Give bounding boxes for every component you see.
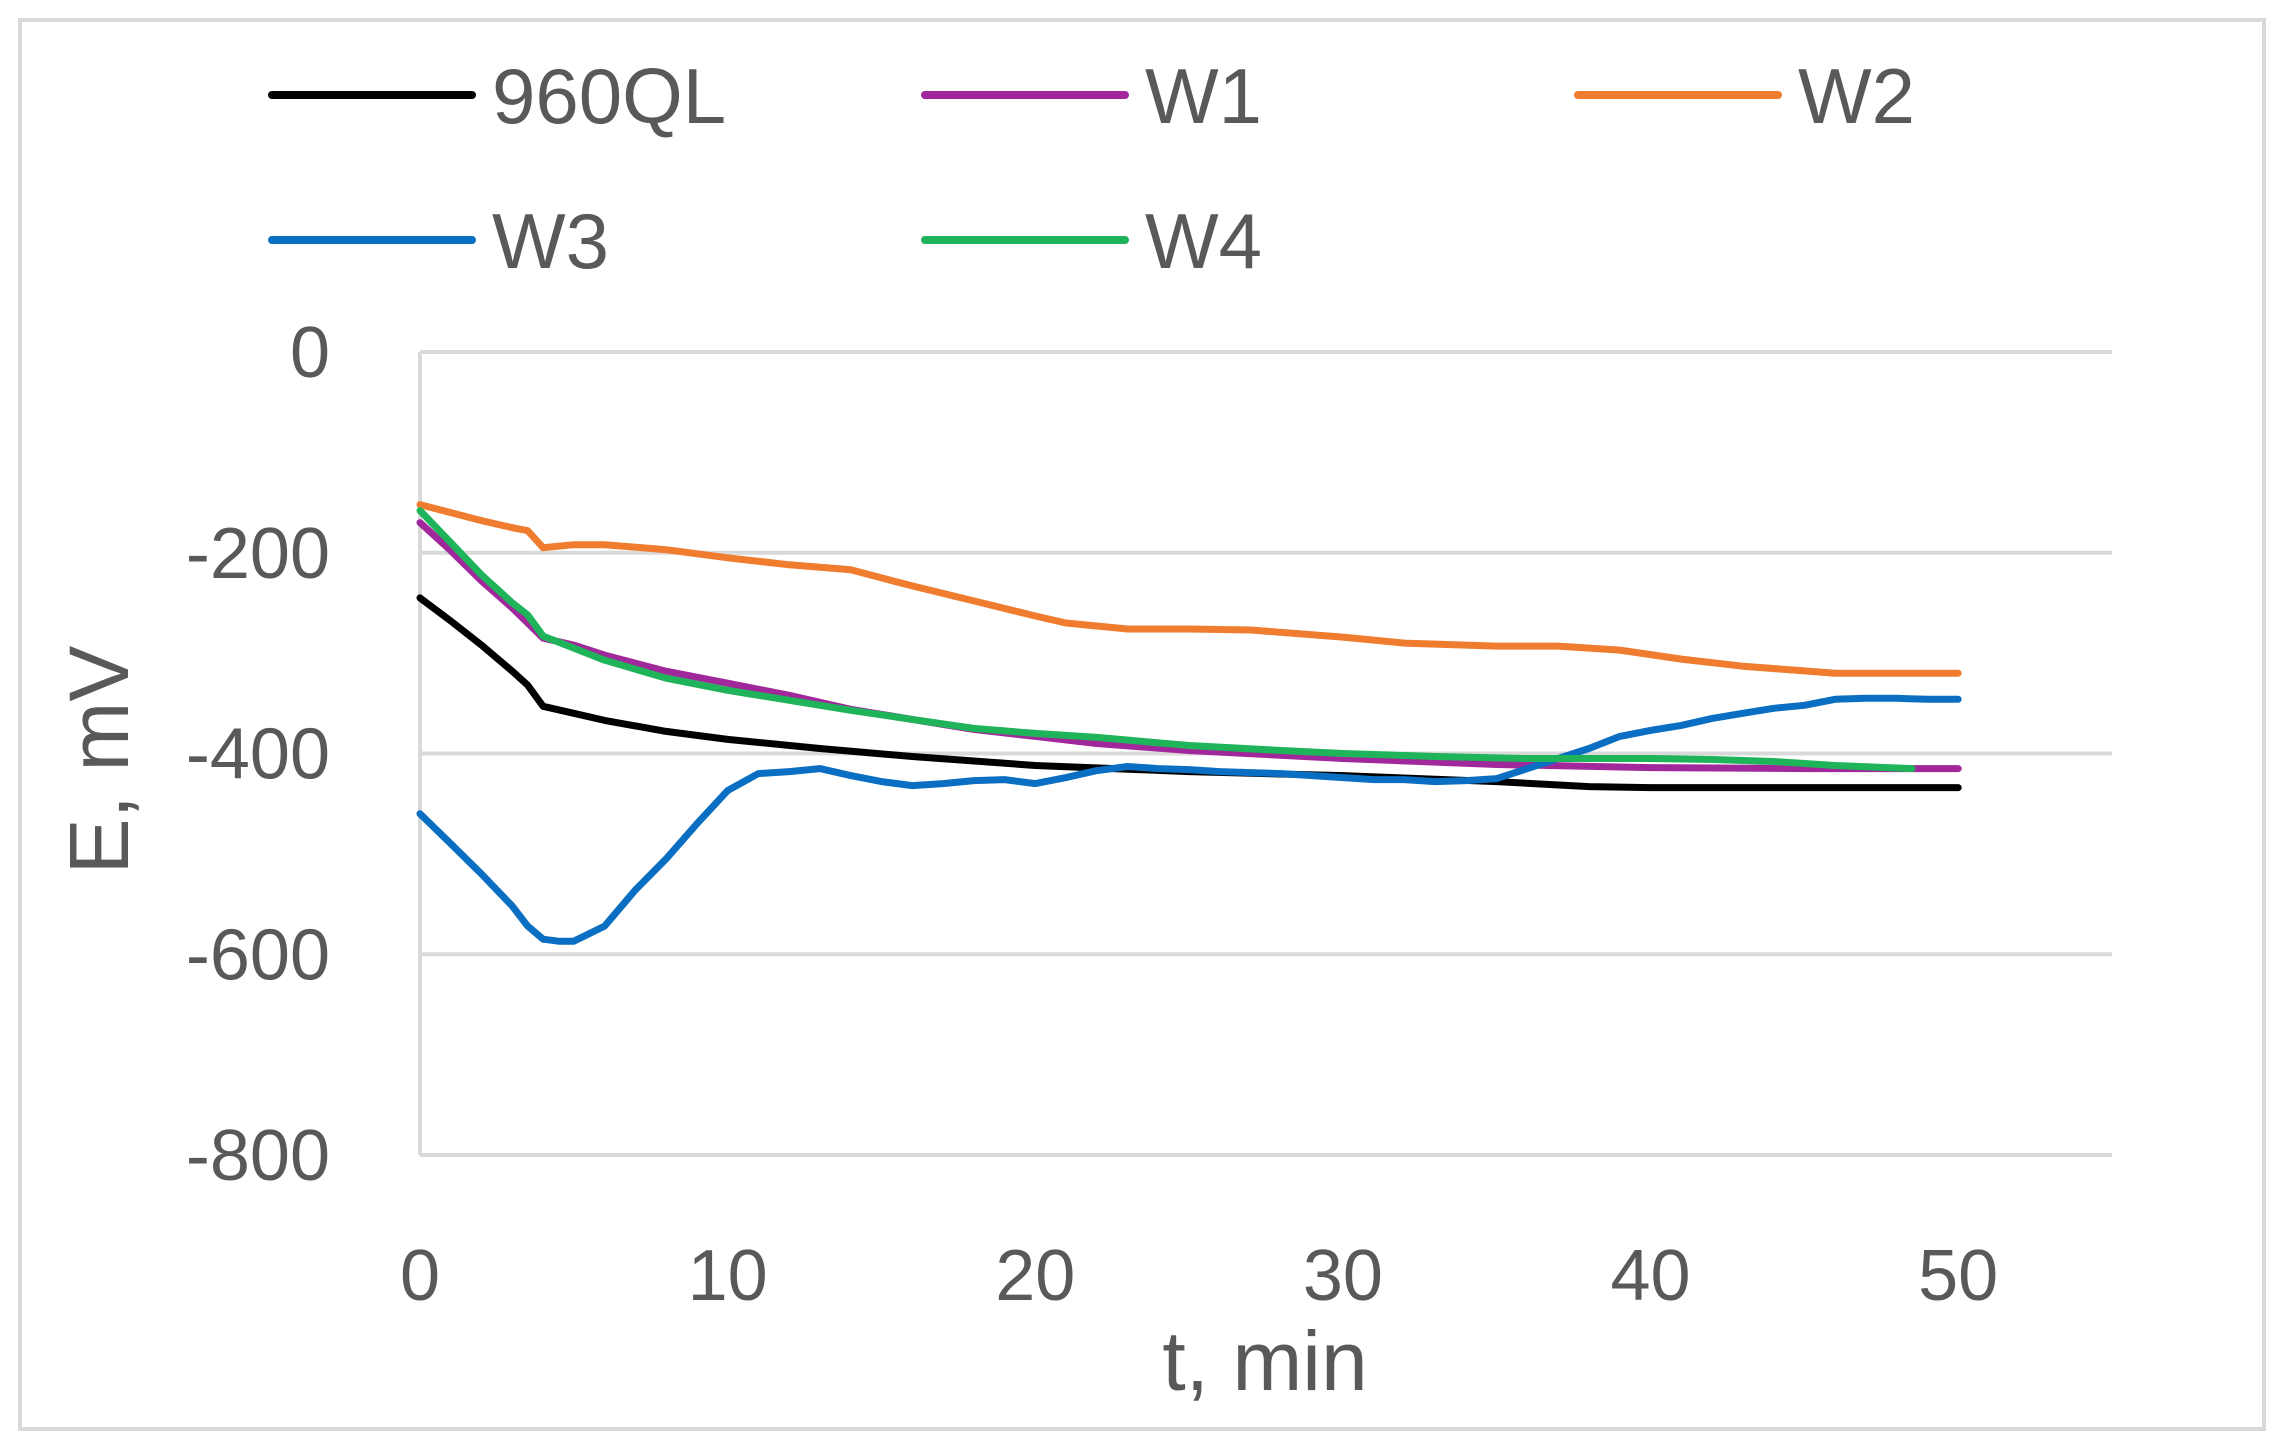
- x-tick-labels: 0 10 20 30 40 50: [400, 1236, 1998, 1316]
- gridlines: [420, 350, 2112, 957]
- legend-item-w2: W2: [1574, 52, 1915, 140]
- y-tick-labels: 0 -200 -400 -600 -800: [186, 313, 330, 1196]
- y-tick-label: -600: [186, 915, 330, 995]
- x-tick-label: 20: [995, 1236, 1075, 1316]
- legend-item-w1: W1: [921, 52, 1262, 140]
- series-line-w3: [416, 694, 1962, 945]
- x-tick-label: 30: [1303, 1236, 1383, 1316]
- series-line-960ql: [416, 594, 1962, 792]
- legend-label: W1: [1145, 52, 1262, 140]
- series-lines: [416, 501, 1962, 945]
- legend-label: W2: [1798, 52, 1915, 140]
- x-tick-label: 50: [1918, 1236, 1998, 1316]
- legend-label: 960QL: [492, 52, 726, 140]
- legend: 960QL W1 W2 W3 W4: [268, 52, 1915, 285]
- y-tick-label: 0: [290, 313, 330, 393]
- x-tick-label: 10: [688, 1236, 768, 1316]
- series-line-w2: [416, 501, 1962, 677]
- legend-item-w3: W3: [268, 197, 609, 285]
- y-axis-title: E, mV: [52, 646, 146, 875]
- legend-item-960ql: 960QL: [268, 52, 726, 140]
- legend-label: W3: [492, 197, 609, 285]
- chart-frame: [18, 18, 2266, 1431]
- y-tick-label: -200: [186, 514, 330, 594]
- series-line-w4: [416, 507, 1916, 773]
- x-tick-label: 40: [1610, 1236, 1690, 1316]
- x-axis-title: t, min: [1162, 1314, 1367, 1408]
- x-tick-label: 0: [400, 1236, 440, 1316]
- legend-item-w4: W4: [921, 197, 1262, 285]
- y-tick-label: -800: [186, 1116, 330, 1196]
- y-tick-label: -400: [186, 715, 330, 795]
- legend-label: W4: [1145, 197, 1262, 285]
